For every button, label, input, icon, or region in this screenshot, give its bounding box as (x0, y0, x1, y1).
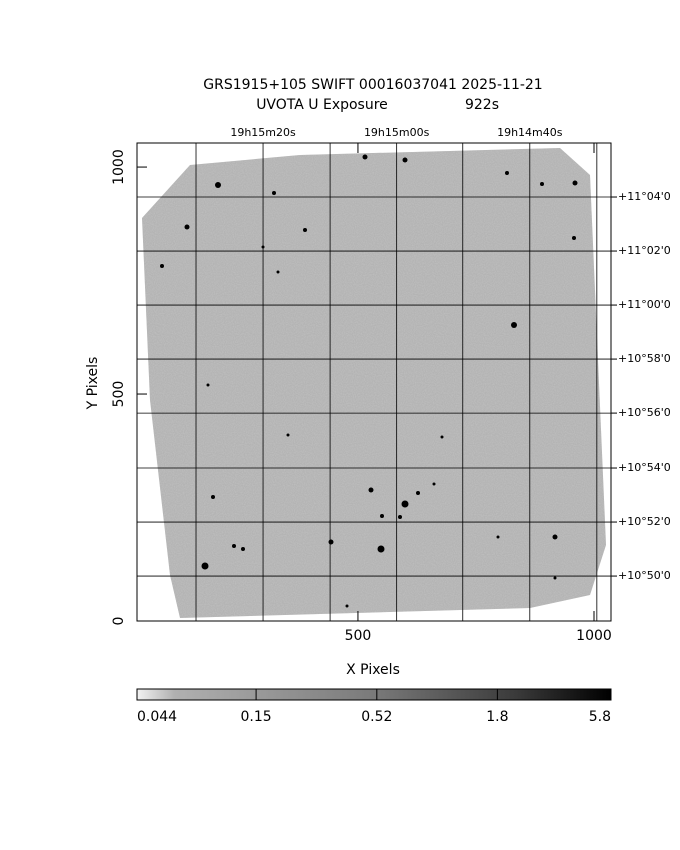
exposure: 922s (465, 97, 499, 113)
colorbar (136, 688, 612, 701)
x-axis-label: X Pixels (346, 662, 400, 678)
dec-tick-label: +11°04'0 (618, 190, 671, 203)
dec-tick-label: +11°02'0 (618, 244, 671, 257)
chart-subtitle: UVOTA U Exposure (256, 97, 388, 113)
dec-tick-label: +10°56'0 (618, 406, 671, 419)
x-tick-label: 500 (345, 628, 372, 644)
y-tick-label: 0 (111, 617, 127, 626)
dec-tick-label: +10°52'0 (618, 515, 671, 528)
stars (160, 154, 578, 608)
x-tick-label: 1000 (576, 628, 612, 644)
sky-image (142, 148, 606, 618)
y-axis-label: Y Pixels (85, 357, 101, 411)
colorbar-tick-label: 0.15 (241, 709, 272, 725)
colorbar-tick-label: 1.8 (486, 709, 508, 725)
colorbar-tick-label: 0.044 (137, 709, 177, 725)
dec-tick-label: +11°00'0 (618, 298, 671, 311)
plot-frame (136, 142, 612, 622)
colorbar-tick-label: 5.8 (589, 709, 611, 725)
y-tick-label: 500 (111, 381, 127, 408)
dec-tick-label: +10°50'0 (618, 569, 671, 582)
chart-title: GRS1915+105 SWIFT 00016037041 2025-11-21 (203, 77, 542, 93)
dec-tick-label: +10°58'0 (618, 352, 671, 365)
colorbar-tick-label: 0.52 (361, 709, 392, 725)
ra-tick-label: 19h14m40s (497, 126, 563, 139)
ra-tick-label: 19h15m00s (364, 126, 430, 139)
ra-tick-label: 19h15m20s (230, 126, 296, 139)
dec-tick-label: +10°54'0 (618, 461, 671, 474)
sky-noise (142, 148, 606, 618)
y-tick-label: 1000 (111, 149, 127, 185)
